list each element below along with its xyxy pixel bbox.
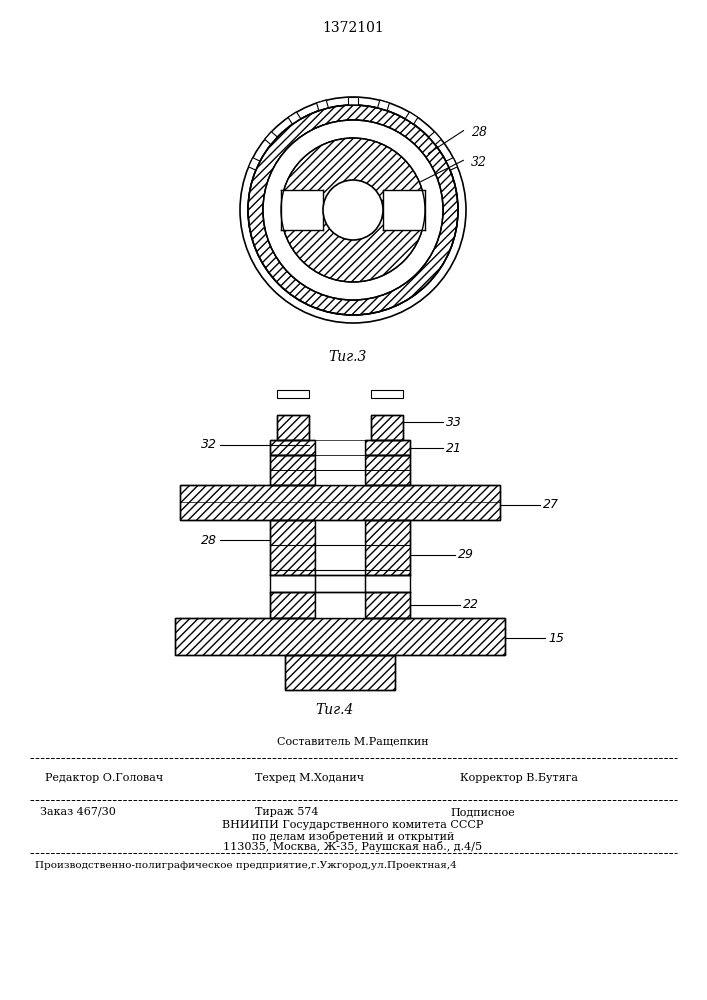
Circle shape (263, 120, 443, 300)
Text: Редактор О.Головач: Редактор О.Головач (45, 773, 163, 783)
Bar (371, 415, 403, 440)
Text: 28: 28 (471, 126, 487, 139)
Bar (277, 415, 309, 440)
Text: 28: 28 (201, 534, 217, 546)
Text: 21: 21 (446, 442, 462, 454)
Polygon shape (428, 132, 441, 145)
Bar (270, 520, 315, 575)
Bar (365, 455, 410, 485)
Bar (371, 390, 403, 398)
Text: Производственно-полиграфическое предприятие,г.Ужгород,ул.Проектная,4: Производственно-полиграфическое предприя… (35, 861, 457, 870)
Text: 15: 15 (548, 632, 564, 645)
Bar (371, 415, 403, 440)
Bar (365, 520, 410, 575)
Bar (277, 415, 309, 440)
Polygon shape (405, 112, 418, 124)
Text: Техред М.Ходанич: Техред М.Ходанич (255, 773, 364, 783)
Text: ВНИИПИ Государственного комитета СССР: ВНИИПИ Государственного комитета СССР (222, 820, 484, 830)
Bar (270, 592, 315, 618)
Text: 113035, Москва, Ж-35, Раушская наб., д.4/5: 113035, Москва, Ж-35, Раушская наб., д.4… (223, 842, 483, 852)
Bar (383, 190, 427, 230)
Bar (365, 440, 410, 455)
Text: 33: 33 (446, 416, 462, 428)
Polygon shape (288, 112, 300, 124)
Text: по делам изобретений и открытий: по делам изобретений и открытий (252, 830, 454, 842)
Text: Составитель М.Ращепкин: Составитель М.Ращепкин (277, 737, 429, 747)
Text: Корректор В.Бутяга: Корректор В.Бутяга (460, 773, 578, 783)
Bar (175, 618, 505, 655)
Bar (270, 455, 315, 485)
Polygon shape (348, 97, 358, 105)
Bar (270, 440, 315, 455)
Bar (175, 618, 505, 655)
Polygon shape (264, 132, 277, 145)
Text: Подписное: Подписное (450, 807, 515, 817)
Text: 27: 27 (543, 498, 559, 512)
Text: 32: 32 (201, 438, 217, 452)
Polygon shape (248, 158, 260, 170)
Circle shape (248, 105, 458, 315)
Bar (315, 592, 365, 618)
Bar (270, 455, 315, 485)
Bar (285, 655, 395, 690)
Polygon shape (446, 158, 457, 170)
Bar (285, 655, 395, 690)
Bar (365, 440, 410, 455)
Bar (277, 390, 309, 398)
Bar (180, 485, 500, 520)
Bar (180, 485, 500, 520)
Bar (365, 520, 410, 575)
Text: 22: 22 (463, 598, 479, 611)
Bar (315, 440, 365, 455)
Bar (315, 575, 365, 592)
Bar (270, 440, 315, 455)
Bar (315, 520, 365, 575)
Text: 1372101: 1372101 (322, 21, 384, 35)
Bar (365, 592, 410, 618)
Text: Τиг.4: Τиг.4 (316, 703, 354, 717)
Text: 29: 29 (458, 548, 474, 562)
Text: Заказ 467/30: Заказ 467/30 (40, 807, 116, 817)
Bar (270, 592, 315, 618)
Bar (365, 592, 410, 618)
Bar (270, 520, 315, 575)
Bar (365, 455, 410, 485)
Polygon shape (378, 100, 390, 111)
Text: Τиг.3: Τиг.3 (329, 350, 367, 364)
Polygon shape (317, 100, 329, 111)
Text: Тираж 574: Тираж 574 (255, 807, 318, 817)
Bar (279, 190, 323, 230)
Circle shape (323, 180, 383, 240)
Text: 32: 32 (471, 156, 487, 169)
Bar (315, 455, 365, 485)
